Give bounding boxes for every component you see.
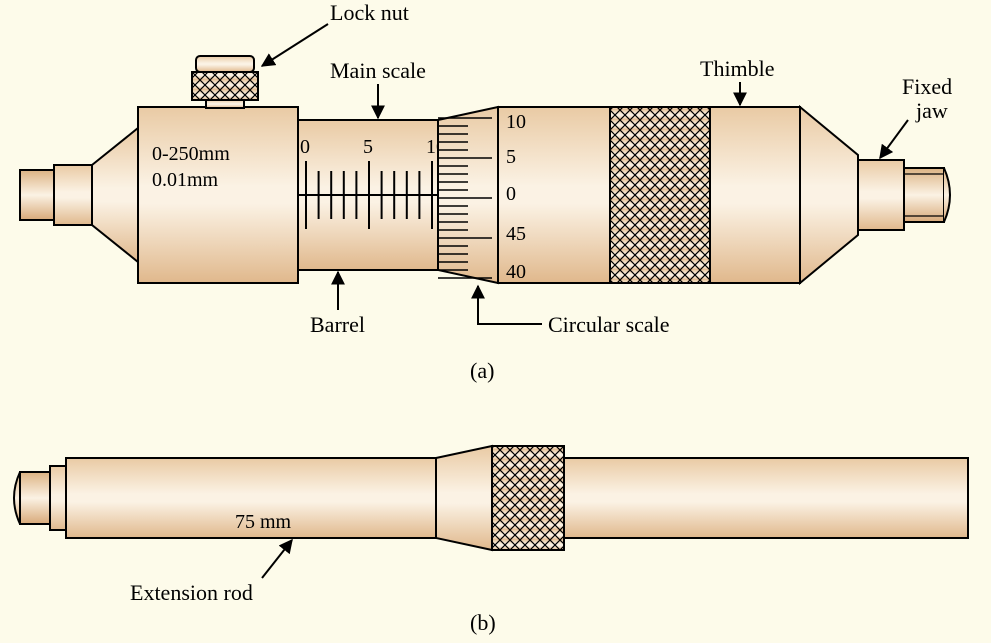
circular-scale-num: 40 (506, 261, 526, 283)
lock-nut-stem (206, 100, 244, 108)
lock-nut-label: Lock nut (330, 0, 409, 25)
circular-scale-num: 10 (506, 111, 526, 133)
ext-length-text: 75 mm (235, 511, 292, 533)
extension-rod-label: Extension rod (130, 580, 253, 605)
circular-scale-num: 0 (506, 183, 516, 205)
thimble-label: Thimble (700, 56, 775, 81)
left-anvil-outer (20, 170, 54, 220)
barrel-label: Barrel (310, 312, 365, 337)
range-text: 0-250mm (152, 143, 230, 165)
resolution-text: 0.01mm (152, 169, 219, 191)
main-scale-num: 0 (300, 136, 310, 158)
ext-collar (50, 466, 66, 530)
main-scale-num: 5 (363, 136, 373, 158)
fixed-jaw-collar (858, 160, 904, 230)
thimble-knurl (610, 107, 710, 283)
ext-taper (436, 446, 492, 550)
circular-scale-num: 5 (506, 146, 516, 168)
fixed-jaw-label-1: Fixed (902, 74, 952, 99)
lock-nut-cap (196, 56, 254, 72)
fixed-jaw-face (904, 168, 944, 222)
lock-nut-knurl (192, 72, 258, 100)
body-block (138, 107, 298, 283)
circular-scale-label: Circular scale (548, 312, 670, 337)
ext-knurl (492, 446, 564, 550)
ext-shaft (564, 458, 968, 538)
caption-a: (a) (470, 358, 494, 383)
fixed-jaw-label-2: jaw (915, 98, 948, 123)
caption-b: (b) (470, 610, 496, 635)
main-scale-label: Main scale (330, 58, 426, 83)
ext-cap (20, 472, 50, 524)
circular-scale-num: 45 (506, 223, 526, 245)
thimble-plain-right (710, 107, 800, 283)
left-anvil-mid (54, 165, 92, 225)
